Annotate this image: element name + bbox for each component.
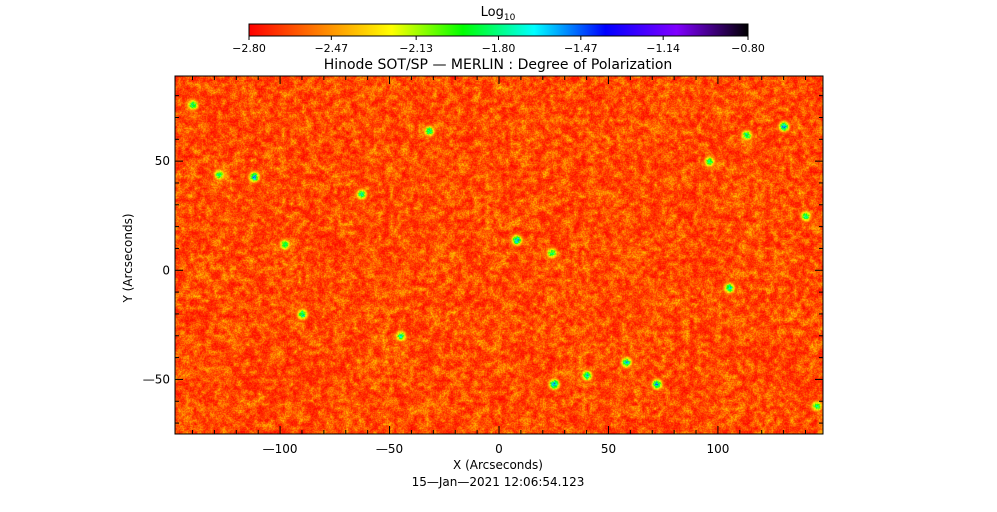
minor-ticks <box>175 76 823 434</box>
x-tick-label: —50 <box>376 442 403 456</box>
x-tick-label: —100 <box>263 442 298 456</box>
colorbar-tick-label: −2.47 <box>314 42 348 55</box>
colorbar-tick-label: −2.80 <box>232 42 266 55</box>
colorbar-label-text: Log <box>481 5 504 20</box>
colorbar-tick-label: −1.14 <box>646 42 680 55</box>
colorbar-label: Log10 <box>481 5 516 23</box>
chart-title: Hinode SOT/SP — MERLIN : Degree of Polar… <box>324 57 673 73</box>
heatmap-image <box>175 76 823 434</box>
x-tick-label: 50 <box>601 442 616 456</box>
heatmap-container <box>175 76 823 434</box>
y-tick-label: —50 <box>143 372 170 386</box>
colorbar-tick-label: −0.80 <box>731 42 765 55</box>
x-tick-label: 100 <box>706 442 729 456</box>
colorbar-tick-label: −1.47 <box>564 42 598 55</box>
timestamp: 15—Jan—2021 12:06:54.123 <box>412 475 585 489</box>
y-tick-label: 0 <box>162 263 170 277</box>
colorbar: Log10 −2.80 −2.47 −2.13 −1.80 −1.47 −1.14 −0.8… <box>232 5 765 55</box>
colorbar-tick-label: −2.13 <box>399 42 433 55</box>
x-axis-ticks: —100 —50 0 50 100 <box>263 76 729 456</box>
colorbar-tick-label: −1.80 <box>482 42 516 55</box>
colorbar-ticks: −2.80 −2.47 −2.13 −1.80 −1.47 −1.14 −0.80 <box>232 36 765 55</box>
y-axis-label: Y (Arcseconds) <box>121 213 135 303</box>
colorbar-bar <box>248 23 749 37</box>
x-tick-label: 0 <box>495 442 503 456</box>
x-axis-label: X (Arcseconds) <box>453 458 543 472</box>
colorbar-label-subscript: 10 <box>504 13 516 23</box>
y-tick-label: 50 <box>155 154 170 168</box>
y-axis-ticks: —50 0 50 <box>143 154 823 386</box>
